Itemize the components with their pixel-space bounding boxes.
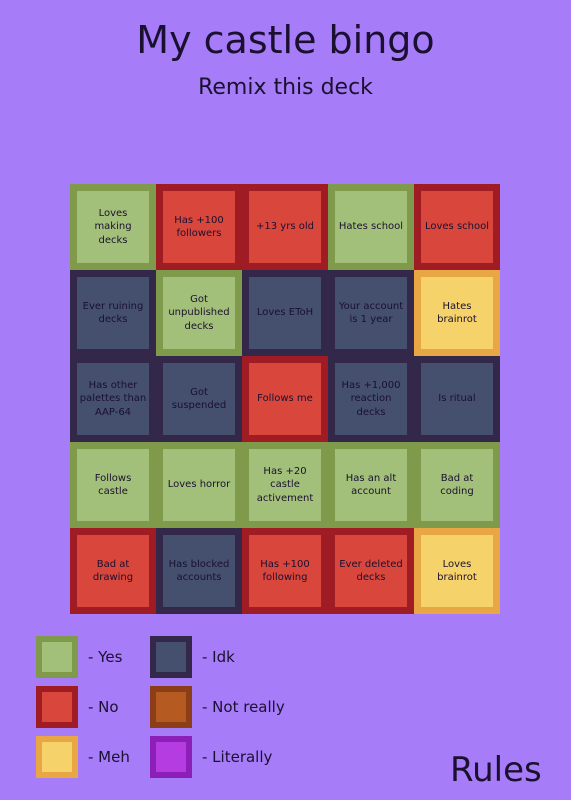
rules-button[interactable]: Rules (450, 750, 542, 790)
bingo-cell[interactable]: Loves making decks (70, 184, 156, 270)
legend-swatch (150, 736, 192, 778)
bingo-cell[interactable]: Bad at drawing (70, 528, 156, 614)
legend-label: - Meh (88, 748, 130, 766)
bingo-cell[interactable]: Is ritual (414, 356, 500, 442)
bingo-cell[interactable]: Follows me (242, 356, 328, 442)
legend-swatch (150, 636, 192, 678)
legend-item: - Meh (36, 736, 130, 778)
bingo-cell[interactable]: Follows castle (70, 442, 156, 528)
legend-item: - Literally (150, 736, 272, 778)
bingo-cell[interactable]: +13 yrs old (242, 184, 328, 270)
bingo-cell[interactable]: Loves brainrot (414, 528, 500, 614)
legend-swatch (150, 686, 192, 728)
bingo-cell[interactable]: Has blocked accounts (156, 528, 242, 614)
legend-label: - Idk (202, 648, 235, 666)
bingo-board: Loves making decks Has +100 followers +13 … (70, 184, 500, 614)
legend-label: - Literally (202, 748, 273, 766)
legend-swatch (36, 686, 78, 728)
bingo-cell[interactable]: Has other palettes than AAP-64 (70, 356, 156, 442)
legend-item: - Idk (150, 636, 235, 678)
bingo-cell[interactable]: Bad at coding (414, 442, 500, 528)
bingo-cell[interactable]: Loves school (414, 184, 500, 270)
bingo-cell[interactable]: Hates brainrot (414, 270, 500, 356)
bingo-cell[interactable]: Loves horror (156, 442, 242, 528)
bingo-cell[interactable]: Ever deleted decks (328, 528, 414, 614)
bingo-cell[interactable]: Has +20 castle activement (242, 442, 328, 528)
legend-item: - Not really (150, 686, 285, 728)
title: My castle bingo (136, 18, 435, 62)
legend-swatch (36, 736, 78, 778)
bingo-cell[interactable]: Has an alt account (328, 442, 414, 528)
bingo-cell[interactable]: Hates school (328, 184, 414, 270)
bingo-cell[interactable]: Has +1,000 reaction decks (328, 356, 414, 442)
legend-label: - Yes (88, 648, 123, 666)
subtitle: Remix this deck (198, 75, 373, 100)
legend-item: - Yes (36, 636, 122, 678)
bingo-cell[interactable]: Loves EToH (242, 270, 328, 356)
bingo-cell[interactable]: Has +100 followers (156, 184, 242, 270)
bingo-cell[interactable]: Your account is 1 year (328, 270, 414, 356)
bingo-cell[interactable]: Got unpublished decks (156, 270, 242, 356)
bingo-cell[interactable]: Ever ruining decks (70, 270, 156, 356)
legend-swatch (36, 636, 78, 678)
bingo-cell[interactable]: Has +100 following (242, 528, 328, 614)
legend-label: - No (88, 698, 119, 716)
legend-label: - Not really (202, 698, 285, 716)
legend-item: - No (36, 686, 119, 728)
bingo-cell[interactable]: Got suspended (156, 356, 242, 442)
